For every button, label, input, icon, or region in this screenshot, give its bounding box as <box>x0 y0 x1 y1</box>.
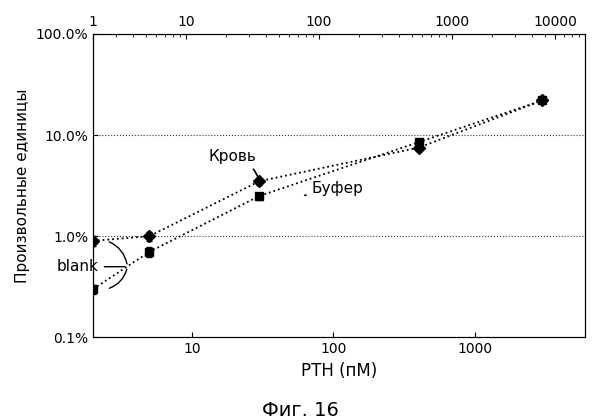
Text: blank: blank <box>57 259 125 274</box>
Text: Кровь: Кровь <box>208 149 259 178</box>
Y-axis label: Произвольные единицы: Произвольные единицы <box>15 89 30 283</box>
Text: Фиг. 16: Фиг. 16 <box>262 401 338 420</box>
Text: Буфер: Буфер <box>305 181 364 196</box>
X-axis label: РТН (пМ): РТН (пМ) <box>301 362 377 380</box>
